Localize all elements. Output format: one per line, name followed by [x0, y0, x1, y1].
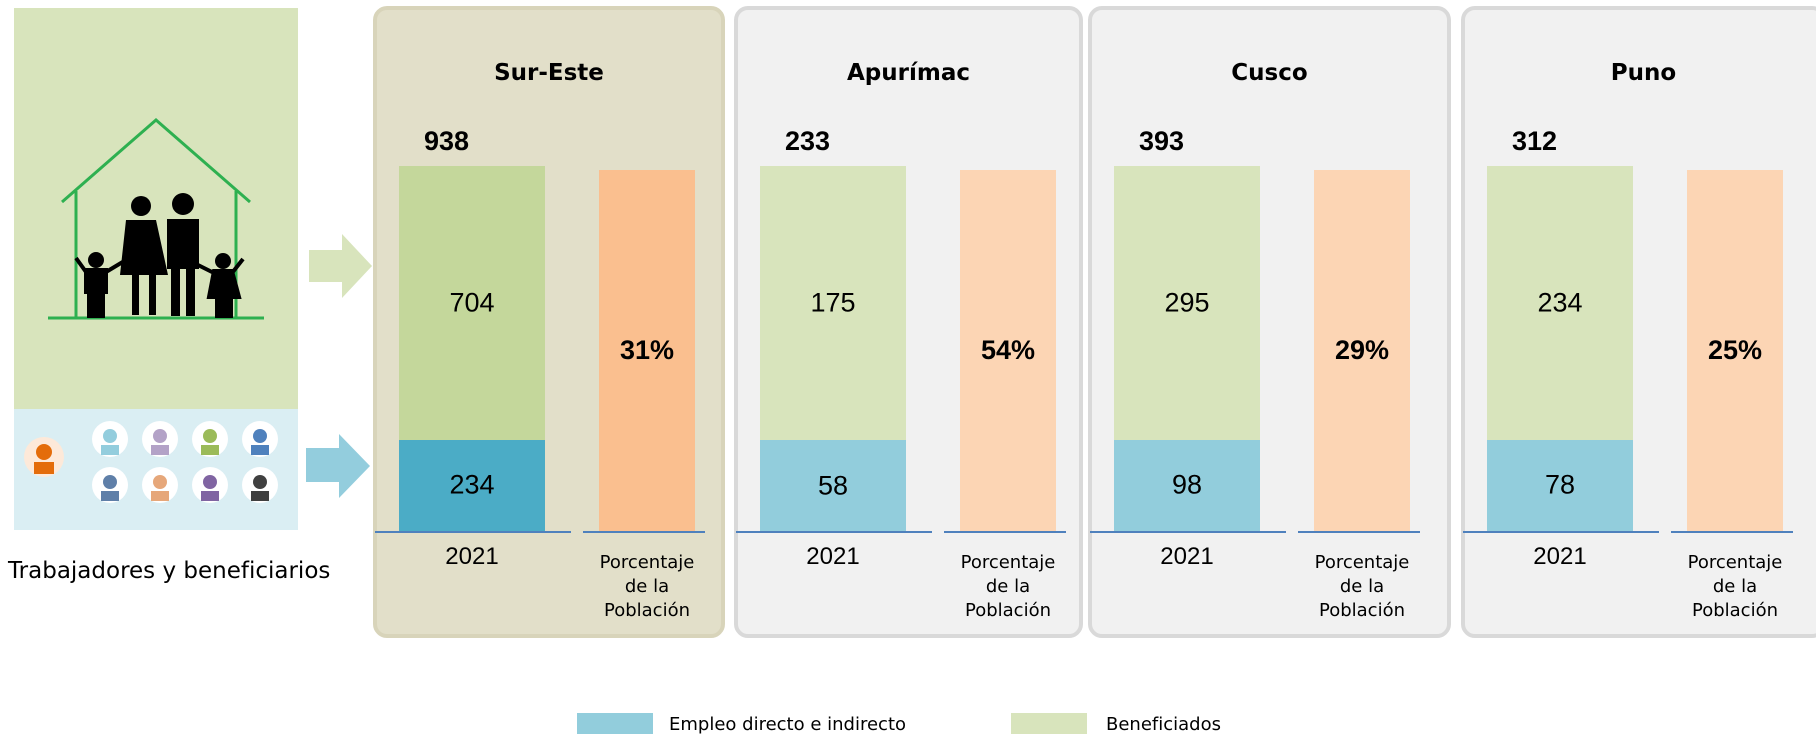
category-label: Porcentaje de la Población: [597, 551, 697, 623]
baseline: [736, 531, 932, 533]
category-label: 2021: [760, 543, 906, 571]
value-label: 98: [1114, 470, 1260, 501]
value-label: 78: [1487, 470, 1633, 501]
total-label: 312: [1512, 126, 1557, 157]
category-label: 2021: [1114, 543, 1260, 571]
page: Trabajadores y beneficiarios Sur-Este 938…: [0, 0, 1816, 737]
family-panel: [14, 8, 298, 409]
value-label: 704: [399, 287, 545, 318]
arrows: [306, 232, 374, 502]
legend-label: Beneficiados: [1106, 714, 1221, 735]
category-label: 2021: [1487, 543, 1633, 571]
category-label: Porcentaje de la Población: [1685, 551, 1785, 623]
baseline: [583, 531, 705, 533]
family-icon: [14, 8, 298, 409]
chart-panel: Apurímac 233 58 175 54% 2021 Porcentaje de la …: [734, 6, 1083, 638]
percentage-bar: 31%: [599, 170, 695, 531]
legend-swatch: [1011, 713, 1087, 734]
baseline: [1090, 531, 1286, 533]
total-label: 233: [785, 126, 830, 157]
legend-swatch: [577, 713, 653, 734]
baseline: [944, 531, 1066, 533]
workers-panel: [14, 409, 298, 530]
value-label: 234: [399, 470, 545, 501]
bar-segment: 234: [399, 440, 545, 531]
workers-icon: [14, 409, 298, 530]
bar-segment: 704: [399, 166, 545, 440]
bar-segment: 78: [1487, 440, 1633, 531]
percentage-bar: 29%: [1314, 170, 1410, 531]
category-label: 2021: [399, 543, 545, 571]
percentage-bar: 54%: [960, 170, 1056, 531]
value-label: 295: [1114, 287, 1260, 318]
value-label: 175: [760, 288, 906, 319]
baseline: [1298, 531, 1420, 533]
legend-label: Empleo directo e indirecto: [669, 714, 906, 735]
baseline: [1463, 531, 1659, 533]
bar-segment: 98: [1114, 440, 1260, 531]
value-label: 234: [1487, 287, 1633, 318]
value-label: 58: [760, 470, 906, 501]
chart-panel: Sur-Este 938 234 704 31% 2021 Porcentaje de la…: [373, 6, 725, 638]
sidebar-caption: Trabajadores y beneficiarios: [8, 558, 330, 584]
bar-segment: 295: [1114, 166, 1260, 440]
panel-title: Puno: [1465, 60, 1816, 86]
total-label: 393: [1139, 126, 1184, 157]
category-label: Porcentaje de la Población: [958, 551, 1058, 623]
percentage-bar: 25%: [1687, 170, 1783, 531]
total-label: 938: [424, 126, 469, 157]
chart-panel: Cusco 393 98 295 29% 2021 Porcentaje de la Pob…: [1088, 6, 1451, 638]
panel-title: Cusco: [1092, 60, 1447, 86]
chart-panel: Puno 312 78 234 25% 2021 Porcentaje de la Pobl…: [1461, 6, 1816, 638]
baseline: [1671, 531, 1793, 533]
panel-title: Sur-Este: [377, 60, 721, 86]
panel-title: Apurímac: [738, 60, 1079, 86]
category-label: Porcentaje de la Población: [1312, 551, 1412, 623]
bar-segment: 234: [1487, 166, 1633, 440]
bar-segment: 175: [760, 166, 906, 440]
baseline: [375, 531, 571, 533]
bar-segment: 58: [760, 440, 906, 531]
